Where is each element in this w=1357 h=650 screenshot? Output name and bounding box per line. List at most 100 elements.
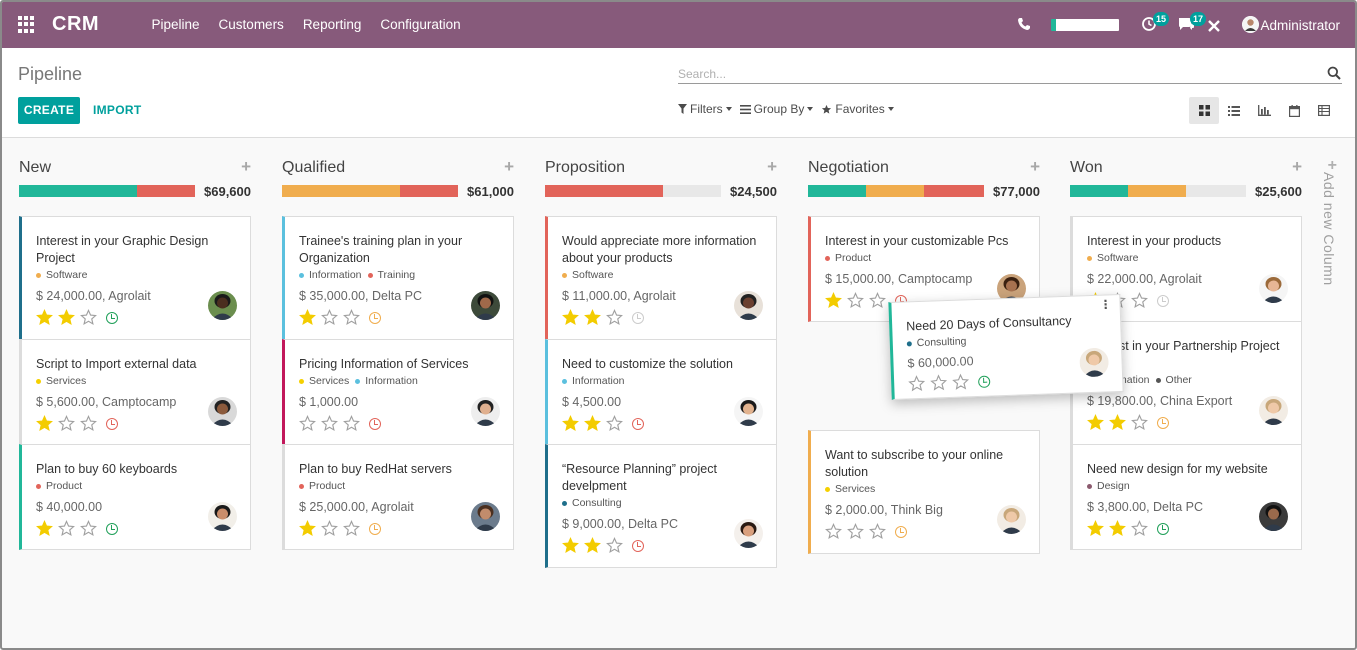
column-progress-bar[interactable]: [282, 185, 458, 197]
priority-stars[interactable]: [825, 523, 891, 540]
star-empty-icon[interactable]: [1131, 292, 1148, 309]
kanban-card[interactable]: Interest in your Graphic Design Project S…: [19, 216, 251, 340]
pivot-view-button[interactable]: [1309, 97, 1339, 124]
star-filled-icon[interactable]: [36, 520, 53, 537]
quick-create-plus-icon[interactable]: +: [504, 157, 514, 176]
progress-segment[interactable]: [19, 185, 137, 197]
activity-clock-icon[interactable]: [632, 418, 644, 430]
priority-stars[interactable]: [36, 520, 102, 537]
progress-segment[interactable]: [282, 185, 400, 197]
avatar[interactable]: [997, 505, 1026, 534]
user-avatar[interactable]: [1242, 16, 1259, 33]
star-filled-icon[interactable]: [825, 292, 842, 309]
user-name[interactable]: Administrator: [1260, 18, 1340, 33]
priority-stars[interactable]: [299, 520, 365, 537]
search-icon[interactable]: [1327, 66, 1341, 80]
avatar[interactable]: [471, 397, 500, 426]
column-title[interactable]: New: [19, 159, 52, 176]
activity-clock-icon[interactable]: [1157, 295, 1169, 307]
card-menu-icon[interactable]: ⋮: [1099, 297, 1112, 312]
star-empty-icon[interactable]: [869, 292, 886, 309]
close-x-icon[interactable]: [1207, 19, 1221, 33]
priority-stars[interactable]: [299, 415, 365, 432]
avatar[interactable]: [208, 502, 237, 531]
phone-icon[interactable]: [1017, 17, 1031, 31]
activity-clock-icon[interactable]: [895, 526, 907, 538]
avatar[interactable]: [1259, 274, 1288, 303]
star-filled-icon[interactable]: [584, 415, 601, 432]
quick-create-plus-icon[interactable]: +: [1030, 157, 1040, 176]
add-new-column-button[interactable]: Add new Column: [1321, 172, 1337, 286]
groupby-dropdown[interactable]: Group By: [739, 102, 814, 116]
star-filled-icon[interactable]: [1087, 520, 1104, 537]
star-empty-icon[interactable]: [321, 309, 338, 326]
activity-clock-icon[interactable]: [632, 540, 644, 552]
priority-stars[interactable]: [908, 373, 975, 392]
star-empty-icon[interactable]: [58, 520, 75, 537]
star-empty-icon[interactable]: [606, 537, 623, 554]
star-filled-icon[interactable]: [562, 537, 579, 554]
star-filled-icon[interactable]: [36, 309, 53, 326]
avatar[interactable]: [471, 502, 500, 531]
star-empty-icon[interactable]: [1131, 414, 1148, 431]
star-empty-icon[interactable]: [606, 415, 623, 432]
avatar[interactable]: [734, 397, 763, 426]
activity-clock-icon[interactable]: [369, 418, 381, 430]
avatar[interactable]: [208, 397, 237, 426]
star-filled-icon[interactable]: [562, 309, 579, 326]
priority-stars[interactable]: [825, 292, 891, 309]
activity-clock-icon[interactable]: [632, 312, 644, 324]
apps-menu-icon[interactable]: [18, 16, 35, 33]
activity-clock-icon[interactable]: [106, 312, 118, 324]
star-empty-icon[interactable]: [299, 415, 316, 432]
avatar[interactable]: [208, 291, 237, 320]
star-empty-icon[interactable]: [869, 523, 886, 540]
progress-segment[interactable]: [545, 185, 663, 197]
column-title[interactable]: Won: [1070, 159, 1103, 176]
priority-stars[interactable]: [562, 309, 628, 326]
calendar-view-button[interactable]: [1279, 97, 1309, 124]
star-filled-icon[interactable]: [562, 415, 579, 432]
kanban-card[interactable]: Trainee's training plan in your Organiza…: [282, 216, 514, 340]
star-empty-icon[interactable]: [343, 415, 360, 432]
menu-reporting[interactable]: Reporting: [302, 17, 362, 32]
quick-create-plus-icon[interactable]: +: [767, 157, 777, 176]
column-title[interactable]: Proposition: [545, 159, 626, 176]
priority-stars[interactable]: [562, 537, 628, 554]
kanban-card[interactable]: “Resource Planning” project develpment Co…: [545, 444, 777, 568]
create-button[interactable]: CREATE: [18, 97, 80, 124]
star-empty-icon[interactable]: [58, 415, 75, 432]
star-filled-icon[interactable]: [58, 309, 75, 326]
import-button[interactable]: IMPORT: [93, 103, 142, 117]
quick-create-plus-icon[interactable]: +: [241, 157, 251, 176]
star-empty-icon[interactable]: [847, 523, 864, 540]
star-empty-icon[interactable]: [343, 309, 360, 326]
progress-segment[interactable]: [399, 185, 458, 197]
avatar[interactable]: [734, 519, 763, 548]
star-empty-icon[interactable]: [952, 373, 970, 391]
kanban-card[interactable]: Pricing Information of Services Services I…: [282, 339, 514, 445]
kanban-card[interactable]: Need new design for my website Design $ 3,…: [1070, 444, 1302, 550]
kanban-card[interactable]: Script to Import external data Services $ …: [19, 339, 251, 445]
progress-segment[interactable]: [808, 185, 867, 197]
star-empty-icon[interactable]: [80, 309, 97, 326]
progress-segment[interactable]: [866, 185, 925, 197]
column-progress-bar[interactable]: [1070, 185, 1246, 197]
activity-clock-icon[interactable]: [106, 418, 118, 430]
column-progress-bar[interactable]: [808, 185, 984, 197]
priority-stars[interactable]: [1087, 414, 1153, 431]
star-empty-icon[interactable]: [80, 415, 97, 432]
add-column-plus-icon[interactable]: +: [1327, 157, 1337, 174]
kanban-view-button[interactable]: [1189, 97, 1219, 124]
menu-customers[interactable]: Customers: [218, 17, 284, 32]
avatar[interactable]: [1259, 502, 1288, 531]
priority-stars[interactable]: [36, 415, 102, 432]
star-empty-icon[interactable]: [930, 374, 948, 392]
star-filled-icon[interactable]: [584, 537, 601, 554]
dragged-kanban-card[interactable]: ⋮ Need 20 Days of Consultancy Consulting $ …: [888, 293, 1124, 401]
star-filled-icon[interactable]: [1087, 414, 1104, 431]
kanban-card[interactable]: Plan to buy RedHat servers Product $ 25,00…: [282, 444, 514, 550]
star-empty-icon[interactable]: [908, 375, 926, 393]
column-progress-bar[interactable]: [545, 185, 721, 197]
star-empty-icon[interactable]: [321, 520, 338, 537]
